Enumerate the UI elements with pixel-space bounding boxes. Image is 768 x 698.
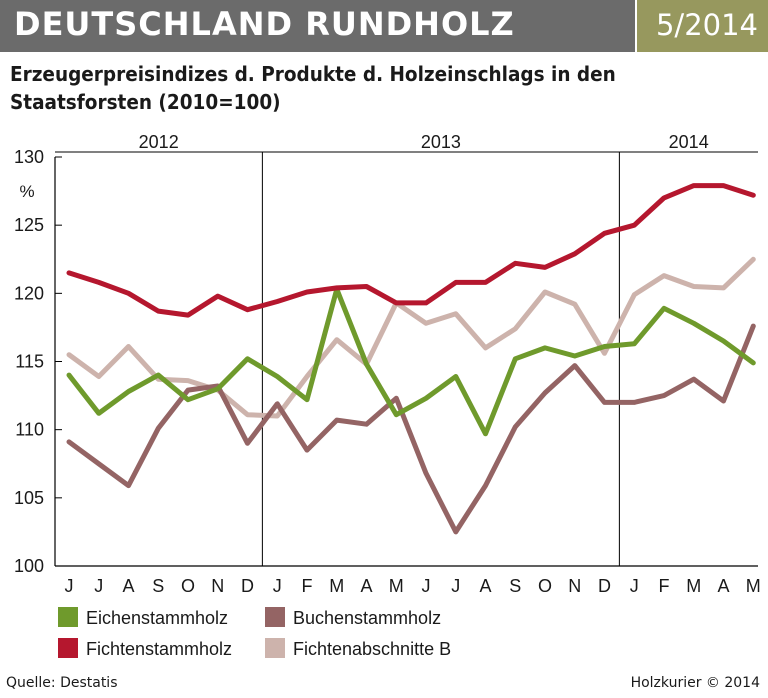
y-axis-label: % <box>19 182 34 201</box>
issue-label: 5/2014 <box>655 8 758 42</box>
x-tick-label: M <box>686 576 701 596</box>
year-label: 2014 <box>669 132 709 152</box>
x-tick-label: D <box>598 576 611 596</box>
y-tick-label: 105 <box>14 488 44 508</box>
chart-title: Erzeugerpreisindizes d. Produkte d. Holz… <box>10 62 616 114</box>
x-tick-label: F <box>659 576 670 596</box>
x-tick-label: N <box>211 576 224 596</box>
x-tick-label: A <box>479 576 491 596</box>
y-tick-label: 130 <box>14 147 44 167</box>
x-tick-label: A <box>122 576 134 596</box>
header-bar: DEUTSCHLAND RUNDHOLZ <box>0 0 635 52</box>
year-label: 2012 <box>139 132 179 152</box>
x-tick-label: A <box>360 576 372 596</box>
x-tick-label: D <box>241 576 254 596</box>
year-label: 2013 <box>421 132 461 152</box>
x-tick-label: F <box>302 576 313 596</box>
series-line-buchenstammholz <box>66 323 756 535</box>
x-tick-label: N <box>568 576 581 596</box>
legend-label: Eichenstammholz <box>86 608 228 628</box>
x-tick-label: J <box>451 576 460 596</box>
y-tick-label: 125 <box>14 215 44 235</box>
x-tick-label: J <box>65 576 74 596</box>
legend-label: Fichtenstammholz <box>86 639 232 659</box>
legend-swatch <box>265 638 285 658</box>
legend-swatch <box>58 607 78 627</box>
x-tick-label: A <box>717 576 729 596</box>
legend-label: Fichtenabschnitte B <box>293 639 451 659</box>
x-tick-label: O <box>538 576 552 596</box>
series-line-fichtenstammholz <box>66 183 756 318</box>
source-note: Quelle: Destatis <box>6 675 118 691</box>
series-line-fichtenabschnitte-b <box>66 256 756 419</box>
legend-swatch <box>265 607 285 627</box>
x-tick-label: O <box>181 576 195 596</box>
x-tick-label: J <box>94 576 103 596</box>
legend-label: Buchenstammholz <box>293 608 441 628</box>
x-tick-label: S <box>152 576 164 596</box>
y-tick-label: 100 <box>14 556 44 576</box>
legend-swatch <box>58 638 78 658</box>
x-tick-label: J <box>422 576 431 596</box>
copyright-note: Holzkurier © 2014 <box>630 675 760 691</box>
x-tick-label: J <box>273 576 282 596</box>
x-tick-label: J <box>630 576 639 596</box>
x-tick-label: M <box>389 576 404 596</box>
y-tick-label: 110 <box>15 420 44 440</box>
series-line-eichenstammholz <box>66 286 756 437</box>
y-tick-label: 115 <box>15 352 44 372</box>
x-tick-label: M <box>746 576 761 596</box>
y-tick-label: 120 <box>14 283 44 303</box>
x-tick-label: M <box>329 576 344 596</box>
page-title: DEUTSCHLAND RUNDHOLZ <box>14 5 515 43</box>
issue-badge: 5/2014 <box>637 0 768 52</box>
x-tick-label: S <box>509 576 521 596</box>
